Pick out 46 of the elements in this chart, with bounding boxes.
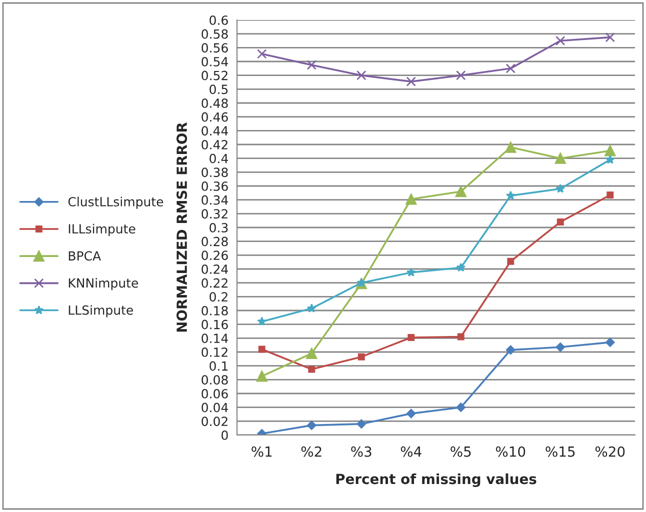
y-tick-label: 0.54 [202,56,228,66]
y-tick-label: 0.08 [202,375,228,385]
y-tick-label: 0.32 [202,209,228,219]
y-tick-label: 0.34 [202,195,228,205]
y-tick-label: 0.46 [202,112,228,122]
y-tick-label: 0.6 [210,15,228,25]
x-tick-label: %1 [252,446,272,457]
y-tick-label: 0.1 [210,361,228,371]
legend-label: LLSimpute [68,305,133,318]
x-axis-title: Percent of missing values [336,473,536,487]
y-tick-label: 0.38 [202,168,228,178]
y-tick-label: 0.24 [202,264,228,274]
y-tick-label: 0.04 [202,402,228,412]
y-tick-label: 0.26 [202,250,228,260]
y-tick-label: 0.3 [210,222,228,232]
y-tick-label: 0.4 [210,154,228,164]
legend-label: ClustLLsimpute [68,196,164,209]
legend-label: ILLsimpute [68,224,136,236]
y-tick-label: 0.02 [202,416,228,426]
y-tick-label: 0.28 [202,236,228,246]
x-tick-label: %4 [400,446,422,457]
y-tick-label: 0.22 [202,278,228,288]
y-tick-label: 0.56 [202,43,228,53]
y-tick-label: 0.52 [202,70,228,80]
y-tick-label: 0.16 [202,320,228,330]
x-tick-label: %3 [351,446,372,457]
x-tick-label: %15 [546,446,575,457]
x-tick-label: %5 [450,446,471,457]
y-tick-label: 0.48 [202,98,228,108]
y-tick-label: 0.12 [202,347,228,357]
y-tick-label: 0.18 [202,306,228,316]
legend-label: BPCA [68,251,101,261]
x-tick-label: %2 [301,446,322,457]
y-tick-label: 0.42 [202,140,228,150]
x-tick-label: %10 [496,446,526,457]
y-tick-label: 0.5 [210,84,228,94]
legend-label: KNNimpute [68,278,138,290]
y-tick-label: 0.36 [202,181,228,191]
y-tick-label: 0.58 [202,29,228,39]
y-tick-label: 0.14 [202,334,228,344]
y-tick-label: 0.06 [202,388,228,398]
y-tick-label: 0.44 [202,126,228,136]
y-tick-label: 0 [222,430,228,440]
x-tick-label: %20 [595,446,625,457]
y-axis-title: NORMALIZED RMSE ERROR [176,122,188,332]
y-tick-label: 0.2 [210,292,228,302]
